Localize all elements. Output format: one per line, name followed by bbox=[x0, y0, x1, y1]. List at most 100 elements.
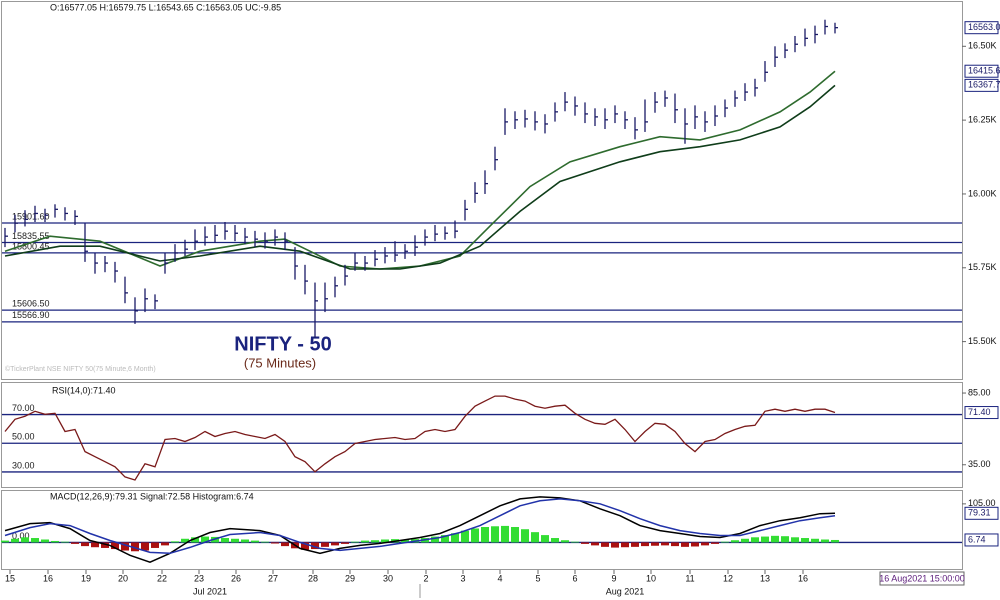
histogram-bar bbox=[21, 537, 29, 543]
x-tick-label: 27 bbox=[268, 573, 278, 583]
price-box bbox=[964, 506, 999, 520]
histogram-bar bbox=[611, 542, 619, 548]
histogram-bar bbox=[761, 536, 769, 543]
price-label: 6.74 bbox=[968, 534, 986, 544]
histogram-bar bbox=[601, 542, 609, 547]
price-box bbox=[964, 21, 999, 35]
histogram-bar bbox=[321, 542, 329, 547]
histogram-bar bbox=[191, 537, 199, 543]
price-box bbox=[964, 406, 999, 420]
histogram-bar bbox=[621, 542, 629, 548]
histogram-bar bbox=[741, 538, 749, 543]
x-tick-label: 13 bbox=[760, 573, 770, 583]
y-tick-label: 105.00 bbox=[968, 498, 996, 508]
price-panel bbox=[1, 1, 963, 380]
histogram-bar bbox=[721, 541, 729, 543]
month-label: Aug 2021 bbox=[606, 586, 645, 596]
watermark: ©TickerPlant NSE NIFTY 50(75 Minute,6 Mo… bbox=[5, 365, 156, 373]
rsi-panel bbox=[1, 382, 963, 488]
macd-line bbox=[4, 496, 836, 564]
histogram-bar bbox=[281, 542, 289, 547]
histogram-bar bbox=[121, 542, 129, 551]
histogram-bar bbox=[701, 542, 709, 546]
level-label: 15800.45 bbox=[12, 241, 50, 251]
histogram-bar bbox=[541, 535, 549, 543]
histogram-bar bbox=[1, 540, 9, 543]
histogram-bar bbox=[831, 539, 839, 543]
histogram-bar bbox=[711, 542, 719, 544]
histogram-bar bbox=[731, 540, 739, 543]
histogram-bar bbox=[61, 541, 69, 543]
histogram-bar bbox=[161, 542, 169, 546]
histogram-bar bbox=[551, 538, 559, 543]
x-tick-label: 15 bbox=[5, 573, 15, 583]
histogram-bar bbox=[271, 542, 279, 544]
histogram-bar bbox=[171, 541, 179, 543]
histogram-bar bbox=[801, 538, 809, 543]
rsi-line bbox=[4, 395, 836, 481]
chart-subtitle: (75 Minutes) bbox=[244, 355, 316, 370]
x-tick-label: 5 bbox=[535, 573, 540, 583]
histogram-bar bbox=[691, 542, 699, 547]
x-tick-label: 26 bbox=[231, 573, 241, 583]
date-box bbox=[879, 571, 965, 586]
histogram-bar bbox=[781, 536, 789, 543]
histogram-bar bbox=[261, 541, 269, 543]
y-tick-label: 16.00K bbox=[968, 188, 997, 198]
level-label: 15606.50 bbox=[12, 299, 50, 309]
y-tick-label: 15.50K bbox=[968, 336, 997, 346]
x-tick-label: 2 bbox=[423, 573, 428, 583]
y-tick-label: 15.75K bbox=[968, 262, 997, 272]
x-tick-label: 20 bbox=[118, 573, 128, 583]
price-box bbox=[964, 64, 999, 78]
x-tick-label: 9 bbox=[611, 573, 616, 583]
histogram-bar bbox=[501, 525, 509, 543]
y-tick-label: 35.00 bbox=[968, 459, 991, 469]
level-label: 15835.55 bbox=[12, 231, 50, 241]
histogram-bar bbox=[31, 538, 39, 543]
histogram-bar bbox=[351, 541, 359, 543]
y-tick-label: 85.00 bbox=[968, 387, 991, 397]
histogram-bar bbox=[381, 539, 389, 543]
x-tick-label: 10 bbox=[646, 573, 656, 583]
histogram-bar bbox=[141, 542, 149, 551]
x-tick-label: 30 bbox=[383, 573, 393, 583]
x-tick-label: 4 bbox=[497, 573, 502, 583]
y-tick-label: 16.25K bbox=[968, 115, 997, 125]
rsi-title: RSI(14,0):71.40 bbox=[52, 385, 116, 395]
macd-panel bbox=[1, 490, 963, 570]
x-tick-label: 16 bbox=[798, 573, 808, 583]
x-tick-label: 23 bbox=[194, 573, 204, 583]
level-label: 0.00 bbox=[12, 531, 30, 541]
price-label: 16367.7 bbox=[968, 80, 1000, 90]
histogram-bar bbox=[531, 532, 539, 543]
histogram-bar bbox=[101, 542, 109, 548]
histogram-bar bbox=[41, 539, 49, 543]
histogram-bar bbox=[51, 540, 59, 543]
histogram-bar bbox=[561, 540, 569, 543]
histogram-bar bbox=[751, 537, 759, 543]
histogram-bar bbox=[371, 540, 379, 543]
histogram-bar bbox=[461, 530, 469, 543]
price-label: 16563.0 bbox=[968, 22, 1000, 32]
ohlc-header: O:16577.05 H:16579.75 L:16543.65 C:16563… bbox=[50, 2, 281, 12]
histogram-bar bbox=[331, 542, 339, 546]
x-tick-label: 3 bbox=[460, 573, 465, 583]
histogram-bar bbox=[311, 542, 319, 550]
histogram-bar bbox=[471, 528, 479, 543]
histogram-bar bbox=[151, 542, 159, 548]
histogram-bar bbox=[241, 539, 249, 543]
histogram-bar bbox=[491, 526, 499, 543]
histogram-bar bbox=[771, 535, 779, 543]
histogram-bar bbox=[71, 542, 79, 544]
level-label: 15901.60 bbox=[12, 211, 50, 221]
histogram-bar bbox=[221, 538, 229, 543]
histogram-bar bbox=[111, 542, 119, 550]
x-tick-label: 19 bbox=[81, 573, 91, 583]
histogram-bar bbox=[341, 542, 349, 544]
histogram-bar bbox=[91, 542, 99, 548]
histogram-bar bbox=[681, 542, 689, 547]
histogram-bar bbox=[521, 529, 529, 543]
